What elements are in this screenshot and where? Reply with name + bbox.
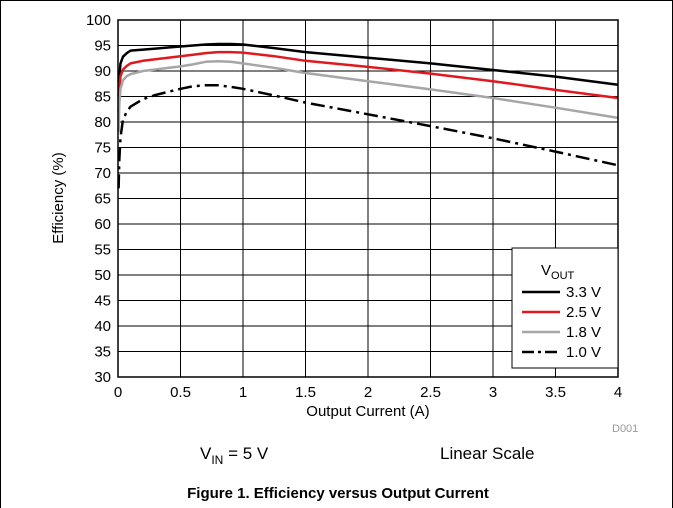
y-tick-label: 85 xyxy=(94,89,111,106)
y-tick-label: 55 xyxy=(94,242,111,259)
legend-entry: 2.5 V xyxy=(566,304,601,321)
legend-box xyxy=(511,247,619,369)
x-axis-label: Output Current (A) xyxy=(306,403,429,420)
y-tick-label: 65 xyxy=(94,191,111,208)
series-line-3-3-V xyxy=(117,42,619,97)
y-tick-label: 40 xyxy=(94,318,111,335)
y-tick-label: 45 xyxy=(94,293,111,310)
tick-labels: 0 0.5 1 1.5 2 2.5 3 3.5 4 30 35 40 45 50 55 60 65 70 75 80 8… xyxy=(86,12,622,401)
series-line-1-0-V xyxy=(117,84,619,189)
y-tick-label: 35 xyxy=(94,344,111,361)
x-tick-label: 2.5 xyxy=(420,384,441,401)
vin-note: VIN = 5 V xyxy=(200,444,269,467)
legend-title: VOUT xyxy=(541,262,575,282)
y-tick-label: 60 xyxy=(94,216,111,233)
x-tick-label: 3.5 xyxy=(545,384,566,401)
y-tick-label: 100 xyxy=(86,12,111,29)
x-tick-label: 1.5 xyxy=(295,384,316,401)
series-line-1-8-V xyxy=(117,60,619,133)
y-tick-label: 75 xyxy=(94,140,111,157)
frame-top-border xyxy=(0,0,673,1)
legend-entry: 1.8 V xyxy=(566,324,601,341)
figure-caption: Figure 1. Efficiency versus Output Curre… xyxy=(187,485,489,502)
y-tick-label: 90 xyxy=(94,63,111,80)
x-tick-label: 0 xyxy=(114,384,122,401)
scale-note: Linear Scale xyxy=(440,444,535,463)
plot-border xyxy=(117,19,619,378)
x-tick-label: 2 xyxy=(364,384,372,401)
series-line-2-5-V xyxy=(117,50,619,112)
figure-code: D001 xyxy=(612,423,638,435)
series-lines xyxy=(117,42,619,189)
legend-entry: 3.3 V xyxy=(566,284,601,301)
x-tick-label: 0.5 xyxy=(170,384,191,401)
x-tick-label: 4 xyxy=(614,384,622,401)
legend: VOUT 3.3 V 2.5 V 1.8 V 1.0 V xyxy=(511,247,619,369)
x-tick-label: 1 xyxy=(239,384,247,401)
y-tick-label: 95 xyxy=(94,38,111,55)
x-tick-label: 3 xyxy=(489,384,497,401)
y-tick-label: 50 xyxy=(94,267,111,284)
y-tick-label: 30 xyxy=(94,369,111,386)
y-axis-label: Efficiency (%) xyxy=(50,152,67,243)
frame-left-border xyxy=(0,0,1,508)
y-tick-label: 70 xyxy=(94,165,111,182)
y-tick-label: 80 xyxy=(94,114,111,131)
legend-entry: 1.0 V xyxy=(566,344,601,361)
